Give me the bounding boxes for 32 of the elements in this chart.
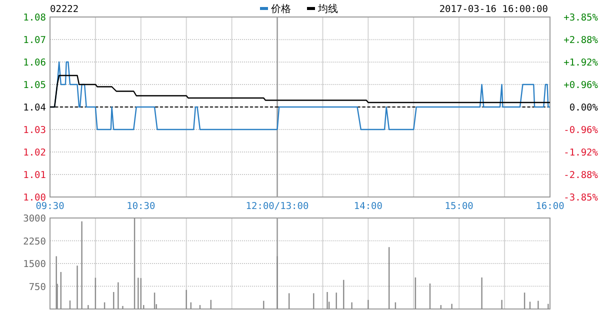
legend-label: 价格 xyxy=(270,3,291,15)
y2-tick-label: +3.85% xyxy=(564,12,598,24)
y-tick-label: 1.07 xyxy=(23,35,46,46)
x-tick-label: 10:30 xyxy=(126,201,156,212)
y-tick-label: 1.03 xyxy=(23,125,46,136)
legend-label: 均线 xyxy=(317,3,338,15)
y2-tick-label: 0.00% xyxy=(569,102,598,114)
text: 2017-03-16 16:00:00 xyxy=(439,4,548,15)
x-tick-label: 12:00/13:00 xyxy=(246,201,310,212)
x-tick-label: 09:30 xyxy=(36,201,65,212)
x-tick-label: 14:00 xyxy=(354,201,383,212)
y2-tick-label: -0.96% xyxy=(564,124,598,136)
y2-tick-label: +1.92% xyxy=(564,58,598,69)
y-tick-label: 1.01 xyxy=(23,170,46,181)
y2-tick-label: +0.96% xyxy=(564,80,598,92)
y2-tick-label: -1.92% xyxy=(564,147,598,158)
y-tick-label: 1.08 xyxy=(23,12,46,24)
y2-tick-label: -3.85% xyxy=(564,192,598,204)
x-tick-label: 16:00 xyxy=(536,201,565,212)
y-tick-label: 1.04 xyxy=(23,102,46,114)
y-tick-label: 1500 xyxy=(23,259,46,270)
y2-tick-label: -2.88% xyxy=(564,170,598,181)
y-tick-label: 1.00 xyxy=(23,192,46,204)
y-tick-label: 1.05 xyxy=(23,80,46,91)
x-tick-label: 15:00 xyxy=(444,201,474,212)
y-tick-label: 750 xyxy=(28,282,46,293)
y-tick-label: 1.06 xyxy=(23,58,46,68)
y-tick-label: 1.02 xyxy=(23,148,46,158)
y2-tick-label: +2.88% xyxy=(564,35,598,46)
chart-title: 02222 xyxy=(50,4,79,15)
y-tick-label: 3000 xyxy=(23,214,46,224)
y-tick-label: 2250 xyxy=(23,236,46,248)
